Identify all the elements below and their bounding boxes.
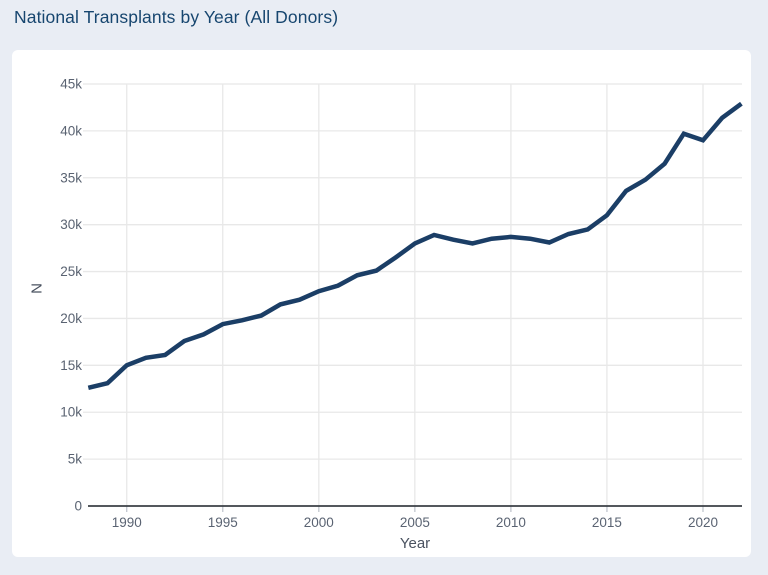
y-axis-title: N xyxy=(28,283,46,294)
y-tick-label: 15k xyxy=(60,358,82,373)
x-axis-title: Year xyxy=(399,535,431,552)
x-tick-label: 2010 xyxy=(496,515,526,530)
chart-canvas[interactable]: 0 5k 10k 15k 20k 25k 30k 35k 40k 45k 1990 1995 2000 2… xyxy=(12,50,751,557)
page-title: National Transplants by Year (All Donors… xyxy=(14,7,339,27)
x-tick-label: 2020 xyxy=(688,515,718,530)
x-tick-label: 1995 xyxy=(208,515,238,530)
y-tick-label: 45k xyxy=(60,77,82,92)
x-tick-label: 2000 xyxy=(304,515,334,530)
x-tick-label: 2005 xyxy=(400,515,430,530)
y-tick-label: 40k xyxy=(60,123,82,138)
y-tick-label: 20k xyxy=(60,311,82,326)
x-tick-label: 2015 xyxy=(592,515,622,530)
y-tick-label: 10k xyxy=(60,405,82,420)
y-tick-label: 35k xyxy=(60,170,82,185)
series-line-all-donors xyxy=(87,101,743,390)
chart-card: 0 5k 10k 15k 20k 25k 30k 35k 40k 45k 1990 1995 2000 2… xyxy=(12,50,751,557)
y-tick-label: 5k xyxy=(68,452,83,467)
x-tick-label: 1990 xyxy=(112,515,142,530)
y-tick-label: 25k xyxy=(60,264,82,279)
y-tick-label: 0 xyxy=(74,499,82,514)
y-tick-label: 30k xyxy=(60,217,82,232)
transplants-line-chart[interactable]: 0 5k 10k 15k 20k 25k 30k 35k 40k 45k 1990 1995 2000 2… xyxy=(12,50,751,557)
